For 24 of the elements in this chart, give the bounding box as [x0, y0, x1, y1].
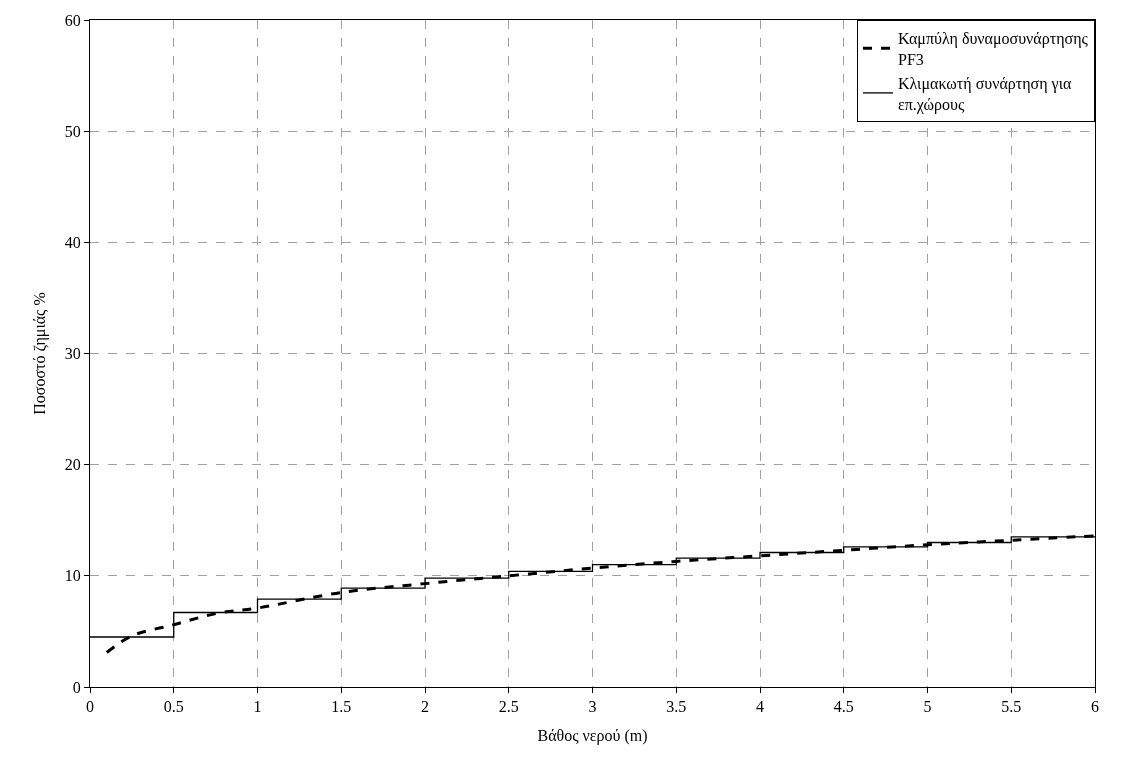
- y-tick-label: 10: [64, 567, 81, 585]
- x-tick-label: 0: [86, 698, 94, 716]
- legend-label: Καμπύλη δυναμοσυνάρτησης PF3: [898, 30, 1089, 68]
- y-tick-label: 40: [64, 233, 81, 251]
- x-tick-label: 3: [588, 698, 597, 716]
- x-tick-label: 0.5: [163, 698, 184, 716]
- x-tick-label: 6: [1091, 698, 1099, 716]
- y-tick-label: 0: [72, 678, 81, 696]
- x-tick-label: 2: [421, 698, 429, 716]
- x-tick-label: 5.5: [1001, 698, 1022, 716]
- x-tick-label: 4: [756, 698, 764, 716]
- x-tick-label: 3.5: [666, 698, 687, 716]
- y-tick-label: 60: [64, 11, 81, 29]
- x-tick-label: 5: [923, 698, 932, 716]
- x-tick-label: 2.5: [498, 698, 519, 716]
- x-tick-label: 4.5: [833, 698, 854, 716]
- y-tick-label: 50: [64, 122, 81, 140]
- legend-label: Κλιμακωτή συνάρτηση για επ.χώρους: [898, 74, 1072, 114]
- y-axis-title: Ποσοστό ζημιάς %: [30, 292, 49, 415]
- x-axis-title: Βάθος νερού (m): [537, 726, 648, 745]
- x-tick-label: 1: [253, 698, 262, 716]
- y-tick-label: 30: [64, 345, 81, 363]
- x-tick-label: 1.5: [331, 698, 352, 716]
- y-tick-label: 20: [64, 456, 81, 474]
